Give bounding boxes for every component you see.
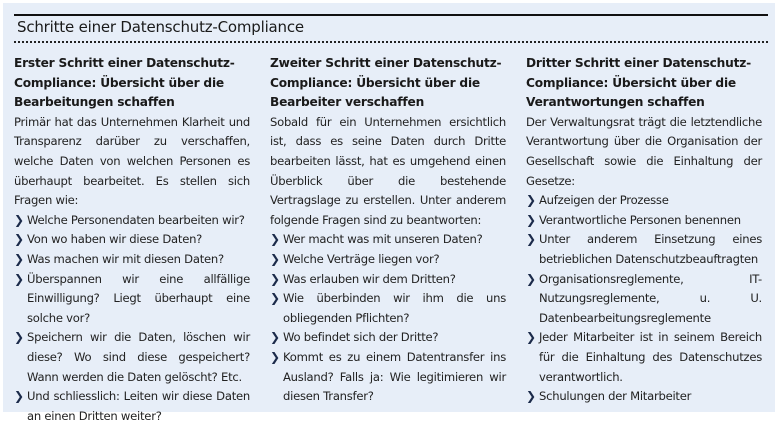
step-heading: Dritter Schritt einer Datenschutz-Compli… <box>526 56 751 110</box>
chevron-right-icon: ❯ <box>526 389 536 404</box>
step-heading: Erster Schritt einer Datenschutz-Complia… <box>14 56 235 110</box>
step-intro: Der Verwaltungsrat trägt die letztendlic… <box>526 114 762 188</box>
list-item: ❯ Welche Personendaten bearbeiten wir? <box>14 211 250 231</box>
list-item: ❯ Was machen wir mit diesen Daten? <box>14 250 250 270</box>
list-item-text: Welche Personendaten bearbeiten wir? <box>27 212 245 227</box>
list-item-text: Aufzeigen der Prozesse <box>539 193 669 208</box>
chevron-right-icon: ❯ <box>526 232 536 247</box>
list-item-text: Und schliesslich: Leiten wir diese Daten… <box>27 389 250 423</box>
list-item-text: Was erlauben wir dem Dritten? <box>283 271 456 286</box>
question-list: ❯ Wer macht was mit unseren Daten? ❯ Welche… <box>270 230 506 406</box>
list-item: ❯ Welche Verträge liegen vor? <box>270 250 506 270</box>
chevron-right-icon: ❯ <box>270 291 280 306</box>
question-list: ❯ Aufzeigen der Prozesse ❯ Verantwortliche … <box>526 191 762 407</box>
top-rule <box>14 14 768 16</box>
chevron-right-icon: ❯ <box>14 271 24 286</box>
chevron-right-icon: ❯ <box>14 389 24 404</box>
list-item: ❯ Kommt es zu einem Datentransfer ins Aus… <box>270 348 506 407</box>
question-list: ❯ Welche Personendaten bearbeiten wir? ❯ Vo… <box>14 211 250 426</box>
list-item: ❯ Jeder Mitarbeiter ist in seinem Bereich… <box>526 328 762 387</box>
step-heading: Zweiter Schritt einer Datenschutz-Compli… <box>270 56 502 110</box>
chevron-right-icon: ❯ <box>14 330 24 345</box>
chevron-right-icon: ❯ <box>14 232 24 247</box>
list-item-text: Kommt es zu einem Datentransfer ins Ausl… <box>283 349 506 404</box>
chevron-right-icon: ❯ <box>526 330 536 345</box>
list-item: ❯ Wie überbinden wir ihm die uns obliegen… <box>270 289 506 328</box>
chevron-right-icon: ❯ <box>270 251 280 266</box>
compliance-steps-box: Schritte einer Datenschutz-Compliance <box>3 3 775 412</box>
list-item: ❯ Aufzeigen der Prozesse <box>526 191 762 211</box>
list-item: ❯ Überspannen wir eine allfällige Einwill… <box>14 270 250 329</box>
list-item: ❯ Von wo haben wir diese Daten? <box>14 230 250 250</box>
step-column-1: Erster Schritt einer Datenschutz-Complia… <box>14 54 250 426</box>
list-item-text: Schulungen der Mitarbeiter <box>539 389 692 404</box>
step-column-3: Dritter Schritt einer Datenschutz-Compli… <box>526 54 762 407</box>
list-item-text: Organisationsreglemente, IT-Nutzungsregl… <box>539 271 762 325</box>
list-item-text: Wer macht was mit unseren Daten? <box>283 232 483 247</box>
box-title: Schritte einer Datenschutz-Compliance <box>17 18 304 36</box>
list-item-text: Verantwortliche Personen benennen <box>539 212 741 227</box>
chevron-right-icon: ❯ <box>526 212 536 227</box>
list-item-text: Wie überbinden wir ihm die uns obliegend… <box>283 291 506 325</box>
list-item-text: Speichern wir die Daten, löschen wir die… <box>27 330 250 384</box>
list-item-text: Welche Verträge liegen vor? <box>283 251 440 266</box>
list-item: ❯ Schulungen der Mitarbeiter <box>526 387 762 407</box>
step-intro: Primär hat das Unternehmen Klarheit und … <box>14 114 250 208</box>
list-item-text: Von wo haben wir diese Daten? <box>27 232 203 247</box>
list-item: ❯ Unter anderem Einsetzung eines betriebl… <box>526 230 762 269</box>
list-item: ❯ Wo befindet sich der Dritte? <box>270 328 506 348</box>
list-item: ❯ Wer macht was mit unseren Daten? <box>270 230 506 250</box>
list-item-text: Was machen wir mit diesen Daten? <box>27 251 224 266</box>
list-item: ❯ Und schliesslich: Leiten wir diese Date… <box>14 387 250 426</box>
list-item: ❯ Was erlauben wir dem Dritten? <box>270 270 506 290</box>
list-item-text: Jeder Mitarbeiter ist in seinem Bereich … <box>539 330 762 384</box>
chevron-right-icon: ❯ <box>14 251 24 266</box>
chevron-right-icon: ❯ <box>526 193 536 208</box>
chevron-right-icon: ❯ <box>270 330 280 345</box>
list-item-text: Überspannen wir eine allfällige Einwilli… <box>27 271 250 325</box>
chevron-right-icon: ❯ <box>14 212 24 227</box>
list-item: ❯ Organisationsreglemente, IT-Nutzungsreg… <box>526 270 762 329</box>
list-item-text: Unter anderem Einsetzung eines betriebli… <box>539 232 762 266</box>
list-item: ❯ Speichern wir die Daten, löschen wir di… <box>14 328 250 387</box>
list-item: ❯ Verantwortliche Personen benennen <box>526 211 762 231</box>
chevron-right-icon: ❯ <box>270 271 280 286</box>
list-item-text: Wo befindet sich der Dritte? <box>283 330 439 345</box>
chevron-right-icon: ❯ <box>526 271 536 286</box>
step-intro: Sobald für ein Unternehmen ersichtlich i… <box>270 114 506 227</box>
step-column-2: Zweiter Schritt einer Datenschutz-Compli… <box>270 54 506 407</box>
chevron-right-icon: ❯ <box>270 232 280 247</box>
dotted-divider <box>14 41 768 43</box>
chevron-right-icon: ❯ <box>270 349 280 364</box>
